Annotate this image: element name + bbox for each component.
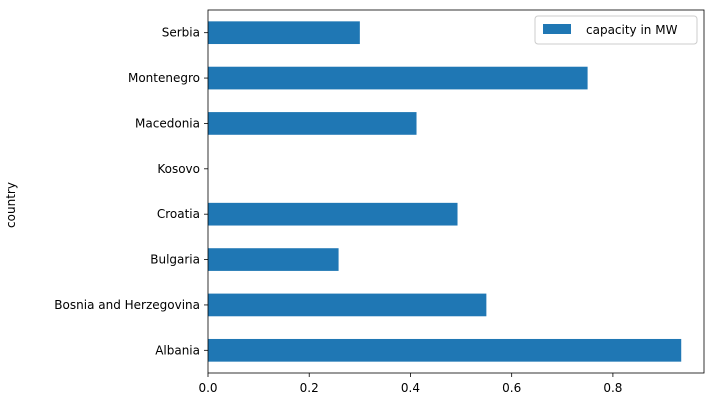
bar-albania (208, 338, 682, 362)
legend-entry: capacity in MW (586, 23, 678, 37)
bar-bosnia-and-herzegovina (208, 293, 487, 317)
x-tick-label: 0.6 (502, 381, 521, 395)
x-tick-label: 0.4 (401, 381, 420, 395)
legend: capacity in MW (534, 15, 698, 45)
y-tick-label: Macedonia (135, 116, 200, 130)
bar-bulgaria (208, 248, 339, 271)
y-tick-label: Croatia (157, 207, 200, 221)
y-tick-label: Kosovo (157, 162, 200, 176)
y-tick-label: Montenegro (128, 71, 200, 85)
bar-montenegro (208, 66, 588, 90)
x-tick-label: 0.0 (198, 381, 217, 395)
y-tick-label: Serbia (162, 26, 200, 40)
bars-group (208, 21, 682, 362)
bar-macedonia (208, 112, 417, 135)
x-tick-label: 0.8 (603, 381, 622, 395)
bar-serbia (208, 21, 360, 45)
x-tick-label: 0.2 (300, 381, 319, 395)
bar-croatia (208, 202, 458, 226)
legend-box (534, 15, 698, 45)
y-tick-label: Albania (155, 343, 200, 357)
y-axis-label: country (4, 182, 18, 228)
x-axis-ticks: 0.0 0.2 0.4 0.6 0.8 (198, 373, 622, 395)
y-tick-label: Bosnia and Herzegovina (54, 298, 200, 312)
legend-swatch (543, 24, 571, 34)
y-axis-ticks: Albania Bosnia and Herzegovina Bulgaria Cro… (54, 26, 208, 357)
plot-frame (207, 9, 705, 374)
y-tick-label: Bulgaria (150, 253, 200, 267)
